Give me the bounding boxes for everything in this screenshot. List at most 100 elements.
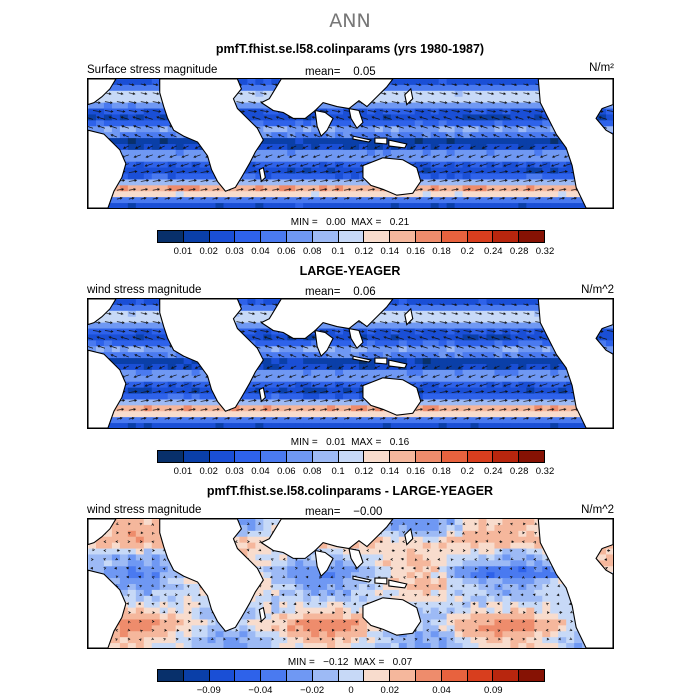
colorbar-swatch: [208, 670, 235, 681]
colorbar-tick-label: 0.06: [277, 246, 296, 257]
figure-title: ANN: [329, 10, 371, 32]
colorbar-tick-label: 0.28: [509, 466, 529, 477]
colorbar-tick-label: 0.28: [509, 246, 529, 257]
colorbar-swatch: [466, 451, 493, 462]
colorbar-swatch: [440, 451, 467, 462]
panel-3-minmax: MIN = −0.12 MAX = 0.07: [287, 657, 413, 668]
panel-1-colorbar-ticks: 0.01 0.02 0.03 0.04 0.06 0.08 0.1 0.12 0.14 0.16 0…: [157, 246, 555, 258]
colorbar-tick-label: −0.09: [196, 685, 221, 696]
colorbar-tick-label: 0.14: [380, 246, 400, 257]
colorbar-swatch: [234, 231, 261, 242]
panel-2-title: LARGE-YEAGER: [299, 264, 401, 278]
colorbar-tick-label: 0.09: [484, 685, 503, 696]
panel-1-mean: mean= 0.05: [305, 66, 376, 78]
colorbar-swatch: [234, 451, 261, 462]
colorbar-tick-label: 0.02: [199, 466, 218, 477]
colorbar-tick-label: −0.02: [300, 685, 325, 696]
colorbar-swatch: [363, 451, 390, 462]
colorbar-tick-label: 0.04: [251, 246, 270, 257]
colorbar-tick-label: 0.18: [432, 246, 451, 257]
colorbar-swatch: [389, 670, 415, 681]
colorbar-swatch: [158, 451, 183, 462]
colorbar-tick-label: 0.12: [354, 246, 374, 257]
panel-3-map: [87, 518, 614, 649]
panel-1-minmax: MIN = 0.00 MAX = 0.21: [290, 217, 410, 228]
colorbar-swatch: [492, 231, 519, 242]
colorbar-swatch: [414, 231, 441, 242]
continents: [88, 79, 613, 208]
colorbar-swatch: [158, 670, 183, 681]
colorbar-tick-label: 0.32: [535, 246, 555, 257]
colorbar-swatch: [492, 451, 519, 462]
colorbar-swatch: [260, 670, 286, 681]
colorbar-swatch: [234, 670, 261, 681]
colorbar-tick-label: 0.16: [406, 466, 425, 477]
panel-3-colorbar-ticks: −0.09 −0.04 −0.02 0 0.02 0.04 0.09: [157, 685, 545, 697]
colorbar-tick-label: 0.04: [251, 466, 270, 477]
colorbar-swatch: [414, 670, 441, 681]
colorbar-tick-label: 0.06: [277, 466, 296, 477]
panel-2-colorbar: [157, 450, 545, 463]
colorbar-tick-label: 0.01: [173, 246, 193, 257]
colorbar-swatch: [285, 670, 312, 681]
colorbar-swatch: [311, 231, 338, 242]
colorbar-tick-label: 0.1: [331, 466, 345, 477]
panel-2-colorbar-ticks: 0.01 0.02 0.03 0.04 0.06 0.08 0.1 0.12 0.14 0.16 0…: [157, 466, 555, 478]
colorbar-swatch: [363, 231, 390, 242]
colorbar-swatch: [414, 451, 441, 462]
colorbar-swatch: [389, 451, 415, 462]
colorbar-swatch: [337, 670, 364, 681]
colorbar-swatch: [440, 231, 467, 242]
panel-1-colorbar: [157, 230, 545, 243]
panel-3-units: N/m^2: [581, 504, 614, 516]
panel-3-colorbar: [157, 669, 545, 682]
colorbar-tick-label: 0.08: [302, 246, 322, 257]
panel-3-variable-label: wind stress magnitude: [87, 504, 202, 516]
colorbar-tick-label: 0.02: [199, 246, 218, 257]
continents: [88, 299, 613, 428]
colorbar-swatch: [311, 451, 338, 462]
colorbar-swatch: [518, 451, 544, 462]
colorbar-swatch: [285, 451, 312, 462]
colorbar-tick-label: 0.32: [535, 466, 555, 477]
colorbar-tick-label: 0.2: [460, 466, 474, 477]
colorbar-swatch: [518, 670, 544, 681]
colorbar-swatch: [158, 231, 183, 242]
colorbar-swatch: [208, 451, 235, 462]
colorbar-swatch: [518, 231, 544, 242]
panel-1-map: [87, 78, 614, 209]
colorbar-tick-label: 0: [348, 685, 354, 696]
panel-2-mean: mean= 0.06: [305, 286, 376, 298]
colorbar-tick-label: 0.14: [380, 466, 400, 477]
panel-1-units: N/m²: [589, 62, 614, 74]
colorbar-tick-label: 0.24: [484, 466, 503, 477]
panel-1-title: pmfT.fhist.se.l58.colinparams (yrs 1980-…: [215, 42, 485, 56]
colorbar-swatch: [337, 231, 364, 242]
colorbar-swatch: [311, 670, 338, 681]
colorbar-tick-label: 0.1: [331, 246, 345, 257]
colorbar-swatch: [466, 231, 493, 242]
colorbar-swatch: [466, 670, 493, 681]
colorbar-swatch: [182, 231, 209, 242]
colorbar-tick-label: −0.04: [248, 685, 273, 696]
panel-2-variable-label: wind stress magnitude: [87, 284, 202, 296]
colorbar-tick-label: 0.12: [354, 466, 374, 477]
panel-3-title: pmfT.fhist.se.l58.colinparams - LARGE-YE…: [206, 484, 494, 498]
colorbar-tick-label: 0.03: [225, 466, 244, 477]
panel-3-mean: mean= −0.00: [305, 506, 383, 518]
colorbar-swatch: [182, 670, 209, 681]
colorbar-swatch: [208, 231, 235, 242]
colorbar-swatch: [260, 451, 286, 462]
colorbar-swatch: [285, 231, 312, 242]
colorbar-tick-label: 0.18: [432, 466, 451, 477]
panel-2-map: [87, 298, 614, 429]
colorbar-swatch: [492, 670, 519, 681]
colorbar-tick-label: 0.24: [484, 246, 503, 257]
continents: [88, 519, 613, 648]
colorbar-tick-label: 0.01: [173, 466, 193, 477]
panel-2-minmax: MIN = 0.01 MAX = 0.16: [290, 437, 410, 448]
panel-1-variable-label: Surface stress magnitude: [87, 64, 218, 76]
colorbar-swatch: [440, 670, 467, 681]
colorbar-swatch: [363, 670, 390, 681]
colorbar-tick-label: 0.16: [406, 246, 425, 257]
